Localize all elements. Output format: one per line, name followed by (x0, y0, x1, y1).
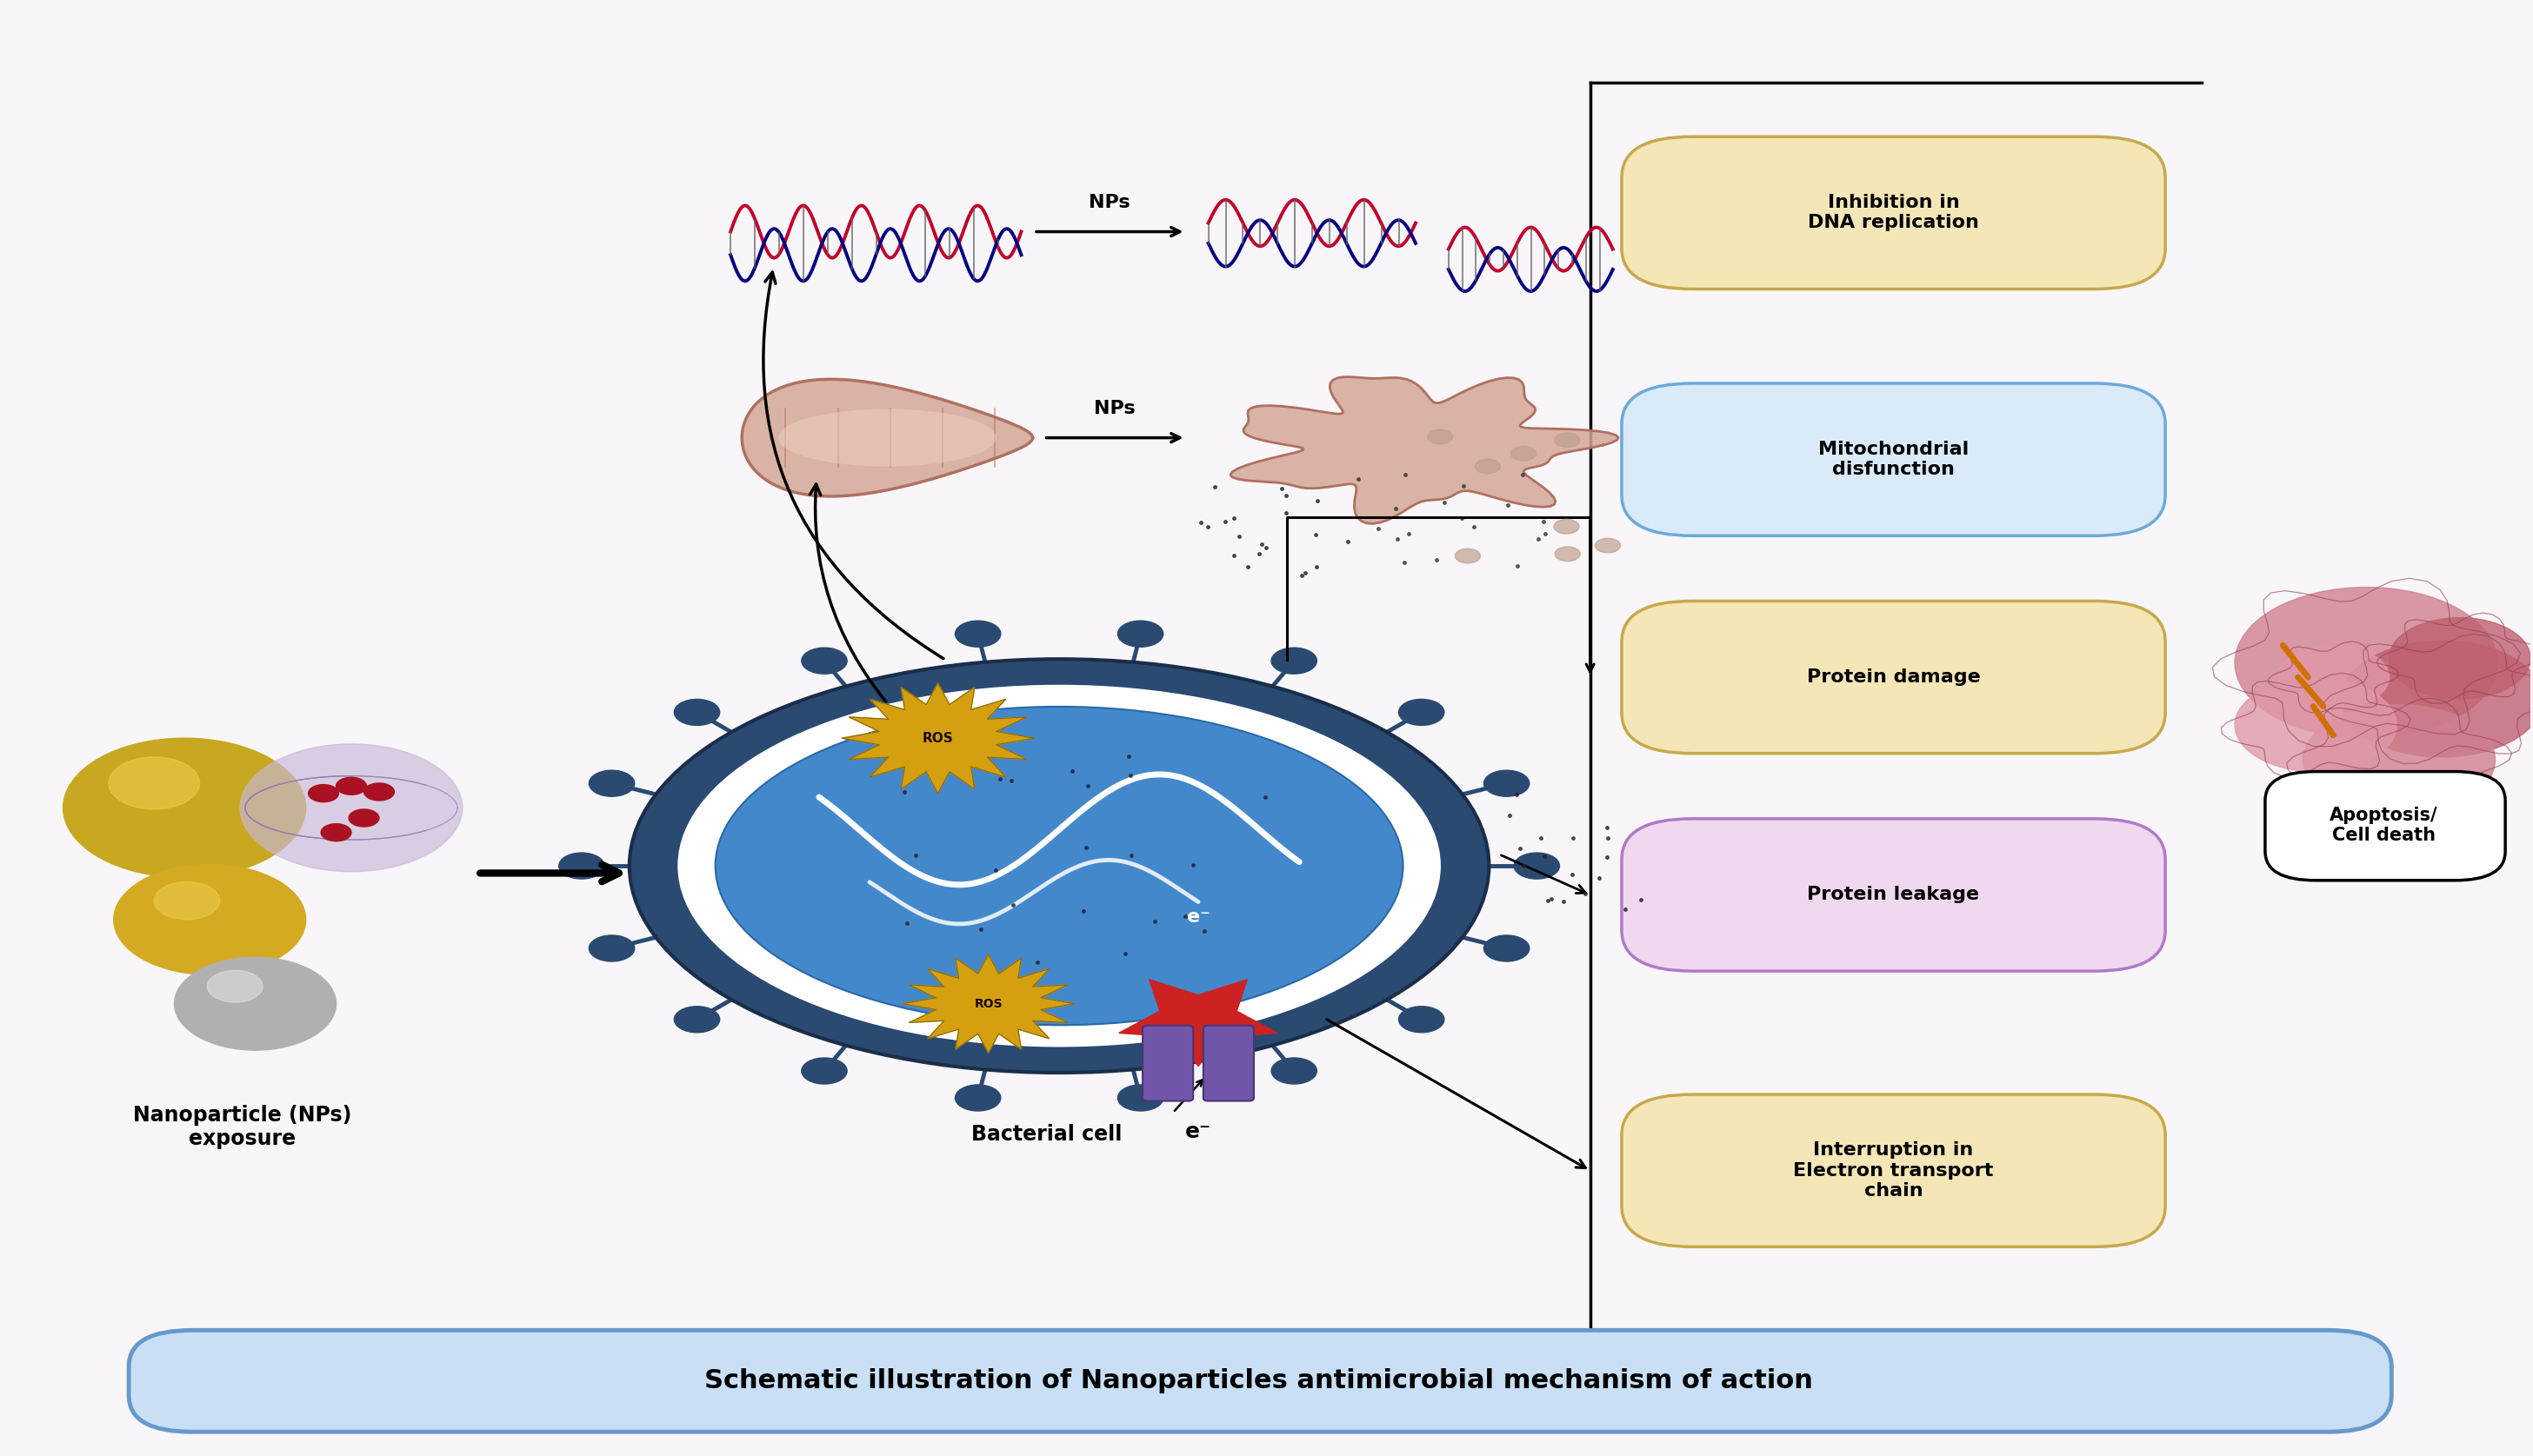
FancyBboxPatch shape (1203, 1025, 1254, 1101)
Circle shape (560, 853, 605, 879)
Circle shape (337, 778, 367, 795)
Circle shape (2277, 645, 2389, 709)
Ellipse shape (778, 409, 995, 466)
Circle shape (322, 824, 352, 842)
Circle shape (1596, 539, 1621, 553)
Circle shape (63, 738, 306, 878)
Circle shape (1429, 430, 1454, 444)
Circle shape (350, 810, 380, 827)
Circle shape (674, 699, 719, 725)
Circle shape (1555, 546, 1581, 561)
Text: Mitochondrial
disfunction: Mitochondrial disfunction (1819, 441, 1968, 479)
FancyBboxPatch shape (1621, 383, 2166, 536)
Ellipse shape (714, 706, 1403, 1025)
Text: Bacterial cell: Bacterial cell (970, 1124, 1122, 1144)
Circle shape (1272, 648, 1317, 674)
Circle shape (1398, 1006, 1444, 1032)
Circle shape (1484, 770, 1530, 796)
Circle shape (1553, 520, 1578, 534)
Circle shape (800, 1059, 846, 1083)
Circle shape (109, 757, 200, 810)
Polygon shape (1231, 377, 1619, 524)
Polygon shape (841, 683, 1033, 794)
Circle shape (1398, 699, 1444, 725)
Circle shape (114, 865, 306, 974)
Text: NPs: NPs (1094, 400, 1135, 418)
Circle shape (590, 770, 636, 796)
Circle shape (2340, 641, 2533, 757)
Ellipse shape (628, 660, 1489, 1073)
Polygon shape (902, 954, 1074, 1053)
Polygon shape (1120, 980, 1277, 1066)
FancyBboxPatch shape (1621, 601, 2166, 753)
Text: ROS: ROS (975, 997, 1003, 1010)
Text: Protein damage: Protein damage (1806, 668, 1981, 686)
Circle shape (309, 785, 339, 802)
FancyBboxPatch shape (2265, 772, 2505, 881)
Circle shape (1484, 935, 1530, 961)
Circle shape (1117, 620, 1163, 646)
Circle shape (800, 648, 846, 674)
Text: Schematic illustration of Nanoparticles antimicrobial mechanism of action: Schematic illustration of Nanoparticles … (704, 1369, 1814, 1393)
Text: Inhibition in
DNA replication: Inhibition in DNA replication (1809, 194, 1978, 232)
Circle shape (2234, 678, 2396, 772)
Circle shape (155, 882, 220, 920)
Circle shape (365, 783, 395, 801)
Circle shape (2234, 587, 2498, 738)
FancyBboxPatch shape (129, 1331, 2391, 1431)
Circle shape (1474, 459, 1500, 473)
Polygon shape (742, 379, 1033, 496)
Circle shape (1515, 853, 1560, 879)
Circle shape (1454, 549, 1479, 563)
Circle shape (1272, 1059, 1317, 1083)
Text: Nanoparticle (NPs)
exposure: Nanoparticle (NPs) exposure (134, 1105, 352, 1150)
Circle shape (1117, 1085, 1163, 1111)
FancyBboxPatch shape (1621, 1095, 2166, 1246)
Circle shape (2302, 705, 2495, 815)
FancyBboxPatch shape (1621, 137, 2166, 290)
Circle shape (241, 744, 464, 872)
Text: e⁻: e⁻ (1185, 909, 1211, 926)
FancyBboxPatch shape (1142, 1025, 1193, 1101)
Text: Protein leakage: Protein leakage (1809, 887, 1981, 904)
Circle shape (2389, 617, 2530, 699)
Circle shape (590, 935, 636, 961)
Circle shape (955, 620, 1001, 646)
Circle shape (955, 1085, 1001, 1111)
Circle shape (1510, 446, 1535, 460)
Ellipse shape (679, 686, 1439, 1045)
Circle shape (1555, 432, 1581, 447)
Text: NPs: NPs (1089, 194, 1130, 211)
Text: ROS: ROS (922, 731, 952, 744)
FancyBboxPatch shape (1621, 818, 2166, 971)
Circle shape (674, 1006, 719, 1032)
Circle shape (175, 957, 337, 1050)
Circle shape (208, 970, 263, 1002)
Text: Interruption in
Electron transport
chain: Interruption in Electron transport chain (1793, 1142, 1993, 1200)
Text: e⁻: e⁻ (1185, 1121, 1211, 1142)
Text: Apoptosis/
Cell death: Apoptosis/ Cell death (2330, 807, 2439, 844)
